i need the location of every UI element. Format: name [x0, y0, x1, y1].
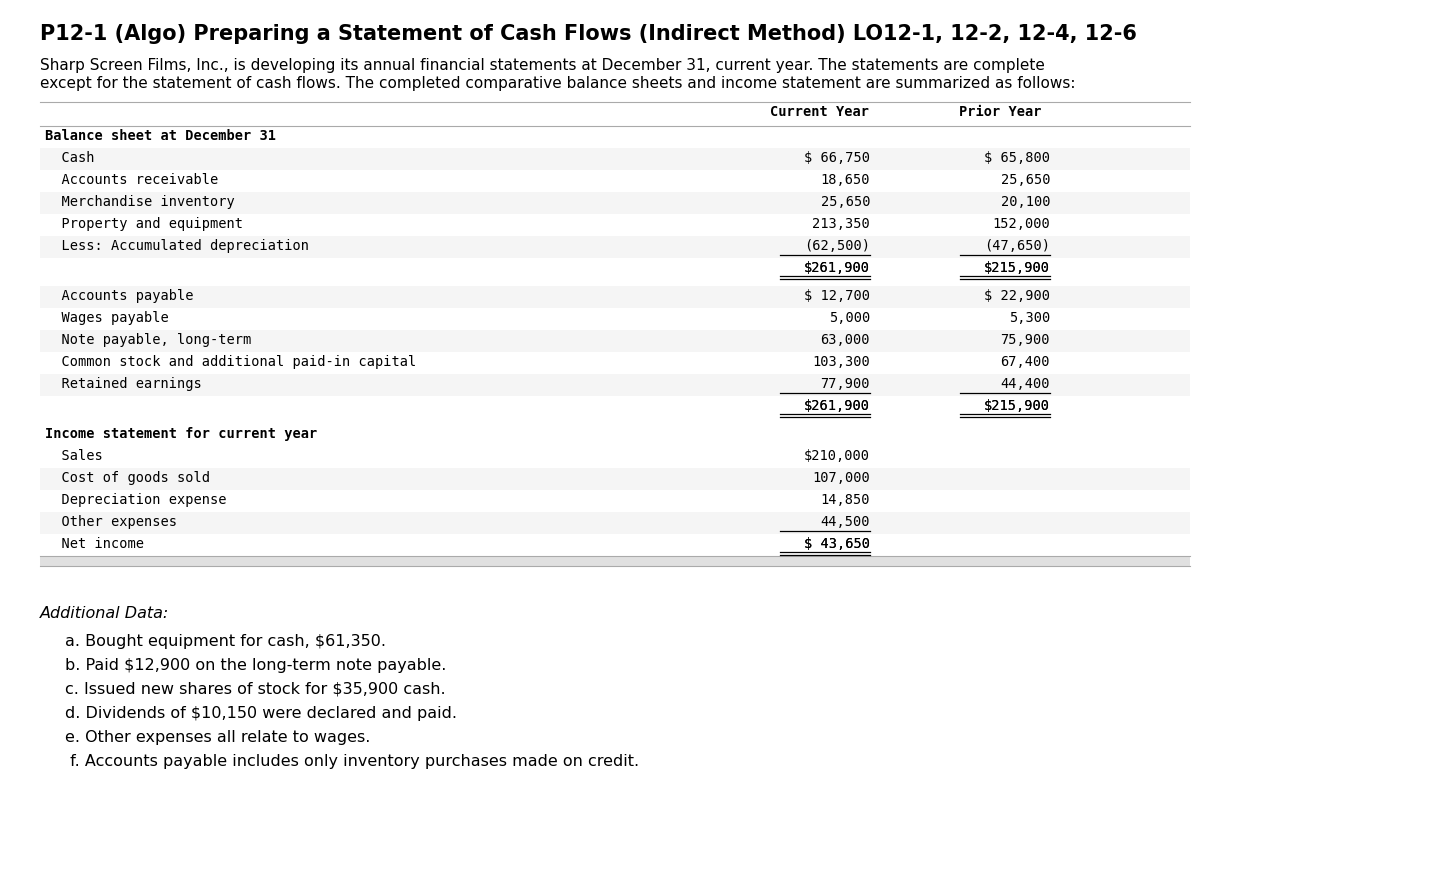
Text: Cash: Cash	[44, 151, 95, 165]
Bar	[40, 170, 1190, 192]
Text: Merchandise inventory: Merchandise inventory	[44, 195, 235, 209]
Text: 103,300: 103,300	[812, 355, 871, 369]
Bar	[40, 534, 1190, 556]
Bar	[40, 286, 1190, 308]
Text: b. Paid $12,900 on the long-term note payable.: b. Paid $12,900 on the long-term note pa…	[64, 658, 447, 673]
Bar	[40, 446, 1190, 468]
Text: Depreciation expense: Depreciation expense	[44, 493, 226, 507]
Text: 25,650: 25,650	[1001, 173, 1050, 187]
Text: 107,000: 107,000	[812, 471, 871, 485]
Text: $215,900: $215,900	[984, 399, 1050, 413]
Text: $261,900: $261,900	[803, 399, 871, 413]
Text: Property and equipment: Property and equipment	[44, 217, 243, 231]
Text: $215,900: $215,900	[984, 261, 1050, 275]
Text: $ 43,650: $ 43,650	[803, 537, 871, 551]
Text: d. Dividends of $10,150 were declared and paid.: d. Dividends of $10,150 were declared an…	[64, 706, 457, 721]
Text: Other expenses: Other expenses	[44, 515, 178, 529]
Text: a. Bought equipment for cash, $61,350.: a. Bought equipment for cash, $61,350.	[64, 634, 387, 649]
Text: 75,900: 75,900	[1001, 333, 1050, 347]
Text: Additional Data:: Additional Data:	[40, 606, 169, 621]
Text: 44,400: 44,400	[1001, 377, 1050, 391]
Bar	[40, 556, 1190, 566]
Text: Balance sheet at December 31: Balance sheet at December 31	[44, 129, 276, 143]
Text: Sharp Screen Films, Inc., is developing its annual financial statements at Decem: Sharp Screen Films, Inc., is developing …	[40, 58, 1045, 73]
Text: $ 65,800: $ 65,800	[984, 151, 1050, 165]
Text: $ 22,900: $ 22,900	[984, 289, 1050, 303]
Text: 152,000: 152,000	[992, 217, 1050, 231]
Text: 14,850: 14,850	[821, 493, 871, 507]
Text: Net income: Net income	[44, 537, 145, 551]
Bar	[40, 236, 1190, 258]
Text: except for the statement of cash flows. The completed comparative balance sheets: except for the statement of cash flows. …	[40, 76, 1075, 91]
Text: f. Accounts payable includes only inventory purchases made on credit.: f. Accounts payable includes only invent…	[64, 754, 639, 769]
Text: 18,650: 18,650	[821, 173, 871, 187]
Bar	[40, 330, 1190, 352]
Bar	[40, 214, 1190, 236]
Text: 5,000: 5,000	[829, 311, 871, 325]
Text: $215,900: $215,900	[984, 399, 1050, 413]
Text: Income statement for current year: Income statement for current year	[44, 427, 318, 441]
Text: Wages payable: Wages payable	[44, 311, 169, 325]
Text: Accounts receivable: Accounts receivable	[44, 173, 218, 187]
Text: 213,350: 213,350	[812, 217, 871, 231]
Text: $261,900: $261,900	[803, 399, 871, 413]
Text: Sales: Sales	[44, 449, 103, 463]
Text: $210,000: $210,000	[803, 449, 871, 463]
Bar	[40, 126, 1190, 148]
Text: Note payable, long-term: Note payable, long-term	[44, 333, 251, 347]
Text: $ 12,700: $ 12,700	[803, 289, 871, 303]
Bar	[40, 148, 1190, 170]
Text: (47,650): (47,650)	[984, 239, 1050, 253]
Text: 67,400: 67,400	[1001, 355, 1050, 369]
Bar	[40, 396, 1190, 418]
Bar	[40, 352, 1190, 374]
Bar	[40, 490, 1190, 512]
Text: Accounts payable: Accounts payable	[44, 289, 193, 303]
Text: 63,000: 63,000	[821, 333, 871, 347]
Text: Prior Year: Prior Year	[959, 105, 1041, 119]
Bar	[40, 468, 1190, 490]
Text: $ 43,650: $ 43,650	[803, 537, 871, 551]
Bar	[40, 308, 1190, 330]
Text: c. Issued new shares of stock for $35,900 cash.: c. Issued new shares of stock for $35,90…	[64, 682, 445, 697]
Bar	[40, 258, 1190, 280]
Text: $215,900: $215,900	[984, 261, 1050, 275]
Text: $261,900: $261,900	[803, 261, 871, 275]
Text: Less: Accumulated depreciation: Less: Accumulated depreciation	[44, 239, 309, 253]
Text: 77,900: 77,900	[821, 377, 871, 391]
Text: Cost of goods sold: Cost of goods sold	[44, 471, 211, 485]
Text: (62,500): (62,500)	[803, 239, 871, 253]
Text: $261,900: $261,900	[803, 261, 871, 275]
Text: Current Year: Current Year	[770, 105, 869, 119]
Text: Retained earnings: Retained earnings	[44, 377, 202, 391]
Bar	[40, 192, 1190, 214]
Bar	[40, 512, 1190, 534]
Text: Common stock and additional paid-in capital: Common stock and additional paid-in capi…	[44, 355, 417, 369]
Text: e. Other expenses all relate to wages.: e. Other expenses all relate to wages.	[64, 730, 371, 745]
Bar	[40, 102, 1190, 126]
Text: $ 66,750: $ 66,750	[803, 151, 871, 165]
Text: 25,650: 25,650	[821, 195, 871, 209]
Bar	[40, 424, 1190, 446]
Text: P12-1 (Algo) Preparing a Statement of Cash Flows (Indirect Method) LO12-1, 12-2,: P12-1 (Algo) Preparing a Statement of Ca…	[40, 24, 1137, 44]
Text: 44,500: 44,500	[821, 515, 871, 529]
Bar	[40, 374, 1190, 396]
Text: 5,300: 5,300	[1008, 311, 1050, 325]
Bar	[40, 534, 1190, 556]
Bar	[40, 258, 1190, 280]
Bar	[40, 396, 1190, 418]
Text: 20,100: 20,100	[1001, 195, 1050, 209]
